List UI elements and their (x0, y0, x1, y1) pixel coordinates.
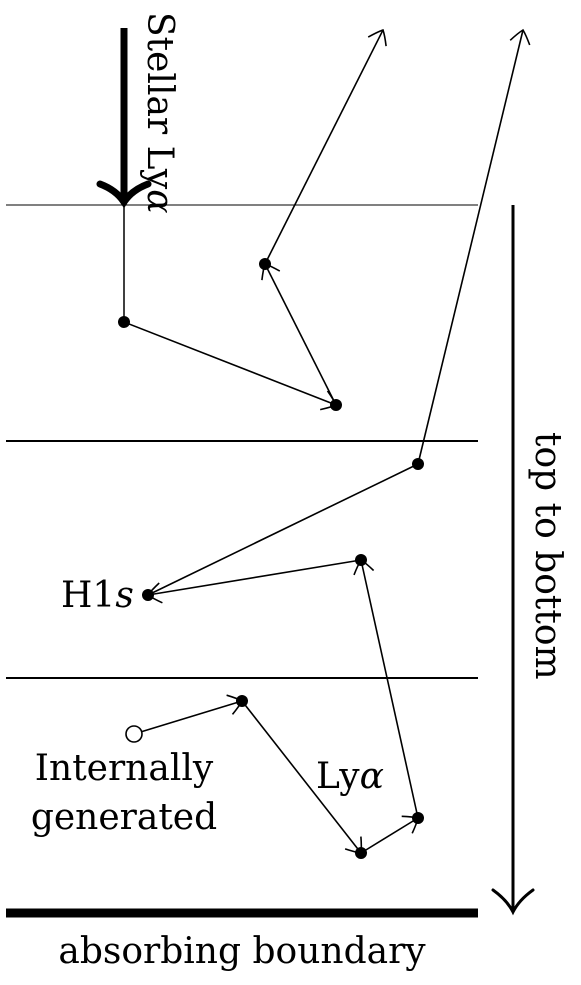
scattering-event-dot (355, 554, 367, 566)
photon-path-segment (360, 559, 419, 819)
scattering-event-dot (259, 258, 271, 270)
scattering-event-dot (142, 589, 154, 601)
stellar-lya-label: Stellar Lyα (139, 12, 180, 214)
scattering-event-dot (236, 695, 248, 707)
absorbing-boundary-label: absorbing boundary (58, 931, 426, 972)
top-to-bottom-arrowhead (491, 888, 535, 916)
scattering-event-dot (412, 812, 424, 824)
photon-path-segment (264, 263, 337, 406)
photon-path-segment (264, 29, 384, 265)
scattering-event-dot (330, 399, 342, 411)
internal-source-circle (125, 725, 143, 743)
photon-path-segment (133, 700, 243, 735)
top-to-bottom-label: top to bottom (527, 432, 568, 680)
photon-path-arrowhead (367, 28, 387, 47)
scattering-event-dot (355, 847, 367, 859)
photon-path-segment (360, 817, 419, 854)
photon-path-arrowhead (509, 28, 531, 46)
internally-generated-line1: Internally (35, 748, 214, 789)
h1s-label: H1s (61, 575, 134, 616)
scattering-events (118, 258, 424, 859)
photon-path-segment (417, 29, 524, 465)
photon-path-segment (123, 321, 337, 406)
scattering-event-dot (412, 458, 424, 470)
photon-path-segment (147, 559, 362, 596)
internally-generated-line2: generated (31, 797, 217, 838)
photon-path-segment (241, 700, 362, 854)
scattering-event-dot (118, 316, 130, 328)
photon-path-segment (147, 463, 419, 596)
lya-label: Lyα (316, 756, 384, 797)
